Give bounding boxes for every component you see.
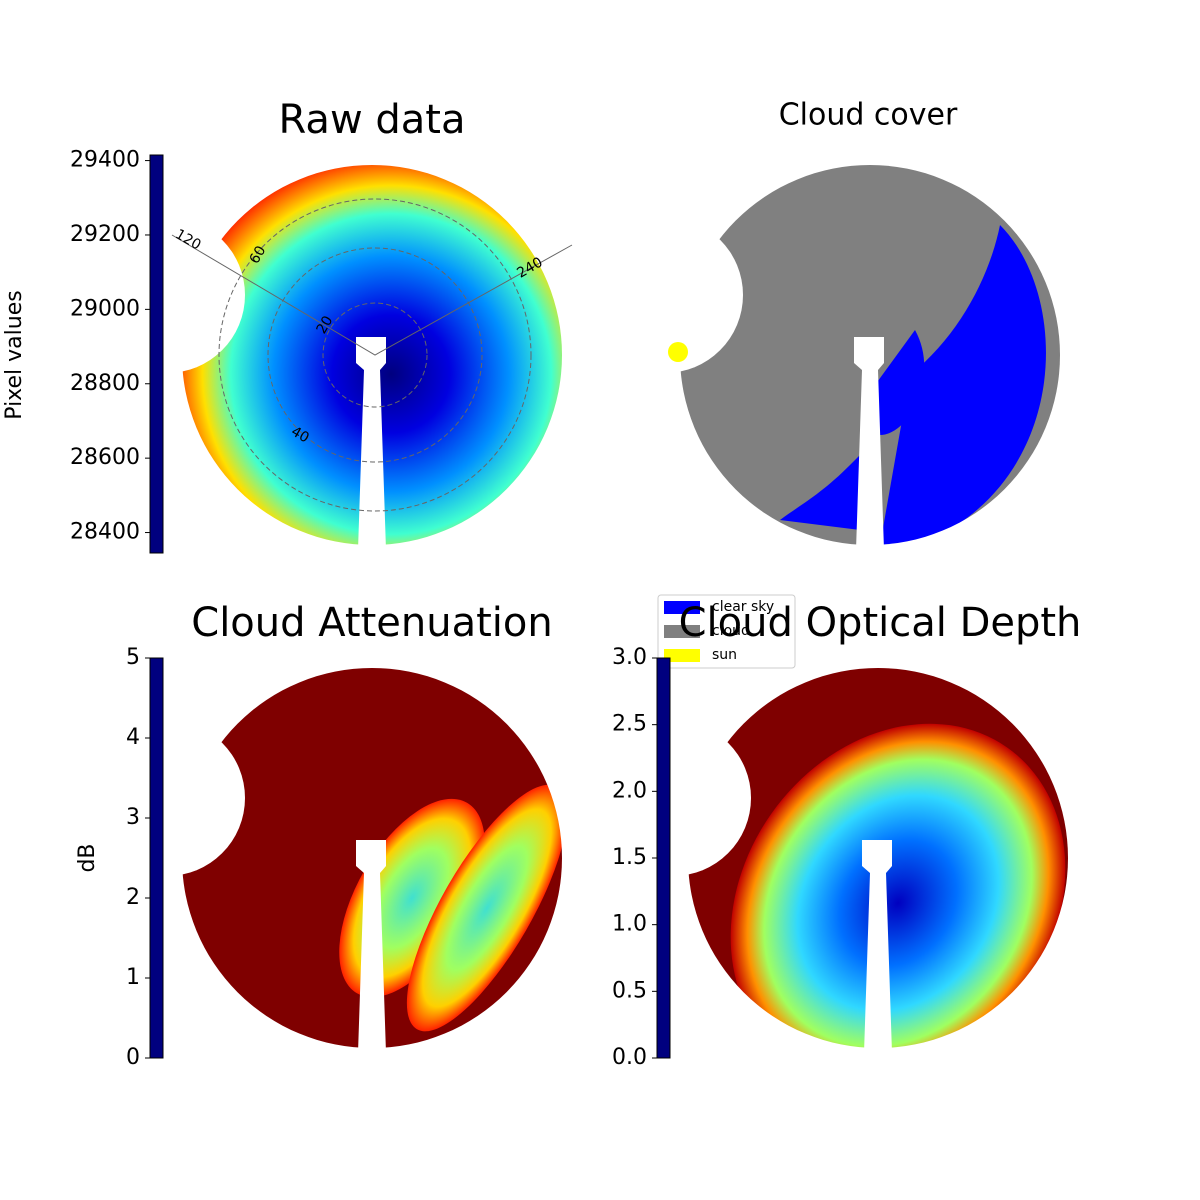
legend-label: clear sky xyxy=(712,599,774,615)
panel-title: Cloud Attenuation xyxy=(191,600,552,646)
colorbar-label: dB xyxy=(75,843,100,872)
sky-image xyxy=(182,668,568,1048)
colorbar-label: Pixel values xyxy=(2,290,27,419)
colorbar-tick-label: 28400 xyxy=(70,520,140,545)
panel-title: Cloud Optical Depth xyxy=(679,600,1082,646)
colorbar-tick-label: 0 xyxy=(126,1045,140,1070)
colorbar-tick-label: 2.5 xyxy=(612,712,647,737)
mast xyxy=(356,840,386,1053)
clear-sky-region xyxy=(880,225,1046,545)
colorbar xyxy=(149,657,164,1059)
panel-title: Cloud cover xyxy=(779,98,958,133)
clear-sky-region xyxy=(780,330,925,530)
colorbar-tick-label: 4 xyxy=(126,725,140,750)
colorbar-tick-label: 1.5 xyxy=(612,845,647,870)
legend-swatch xyxy=(664,601,700,614)
sun-marker xyxy=(668,342,688,362)
colorbar-tick-label: 29400 xyxy=(70,148,140,173)
colorbar-tick-label: 28600 xyxy=(70,445,140,470)
colorbar-tick-label: 0.5 xyxy=(612,978,647,1003)
colorbar-tick-label: 2 xyxy=(126,885,140,910)
legend-label: sun xyxy=(712,647,737,663)
colorbar-tick-label: 29000 xyxy=(70,296,140,321)
polar-label: 20 xyxy=(314,313,337,336)
legend-swatch xyxy=(664,625,700,638)
polar-label: 60 xyxy=(247,243,270,266)
colorbar-tick-label: 28800 xyxy=(70,371,140,396)
legend-label: cloud xyxy=(712,623,750,639)
polar-ring xyxy=(322,302,428,408)
colorbar-tick-label: 1 xyxy=(126,965,140,990)
image-fill xyxy=(406,784,568,1032)
mast xyxy=(862,840,892,1053)
mast xyxy=(356,337,386,550)
polar-ring xyxy=(267,247,483,463)
legend-swatch xyxy=(664,649,700,662)
image-fill xyxy=(730,723,1066,1083)
colorbar-tick-label: 2.0 xyxy=(612,778,647,803)
panel-title: Raw data xyxy=(279,97,466,143)
sky-image xyxy=(688,668,1068,1083)
polar-label: 40 xyxy=(288,424,311,447)
mast xyxy=(854,337,884,550)
polar-ring xyxy=(218,198,532,512)
colorbar-tick-label: 1.0 xyxy=(612,912,647,937)
colorbar-tick-label: 3 xyxy=(126,805,140,830)
colorbar-tick-label: 3.0 xyxy=(612,645,647,670)
colorbar xyxy=(656,657,671,1059)
colorbar-tick-label: 29200 xyxy=(70,222,140,247)
polar-spoke xyxy=(171,234,573,356)
colorbar xyxy=(149,154,164,554)
colorbar-tick-label: 5 xyxy=(126,645,140,670)
colorbar-tick-label: 0.0 xyxy=(612,1045,647,1070)
